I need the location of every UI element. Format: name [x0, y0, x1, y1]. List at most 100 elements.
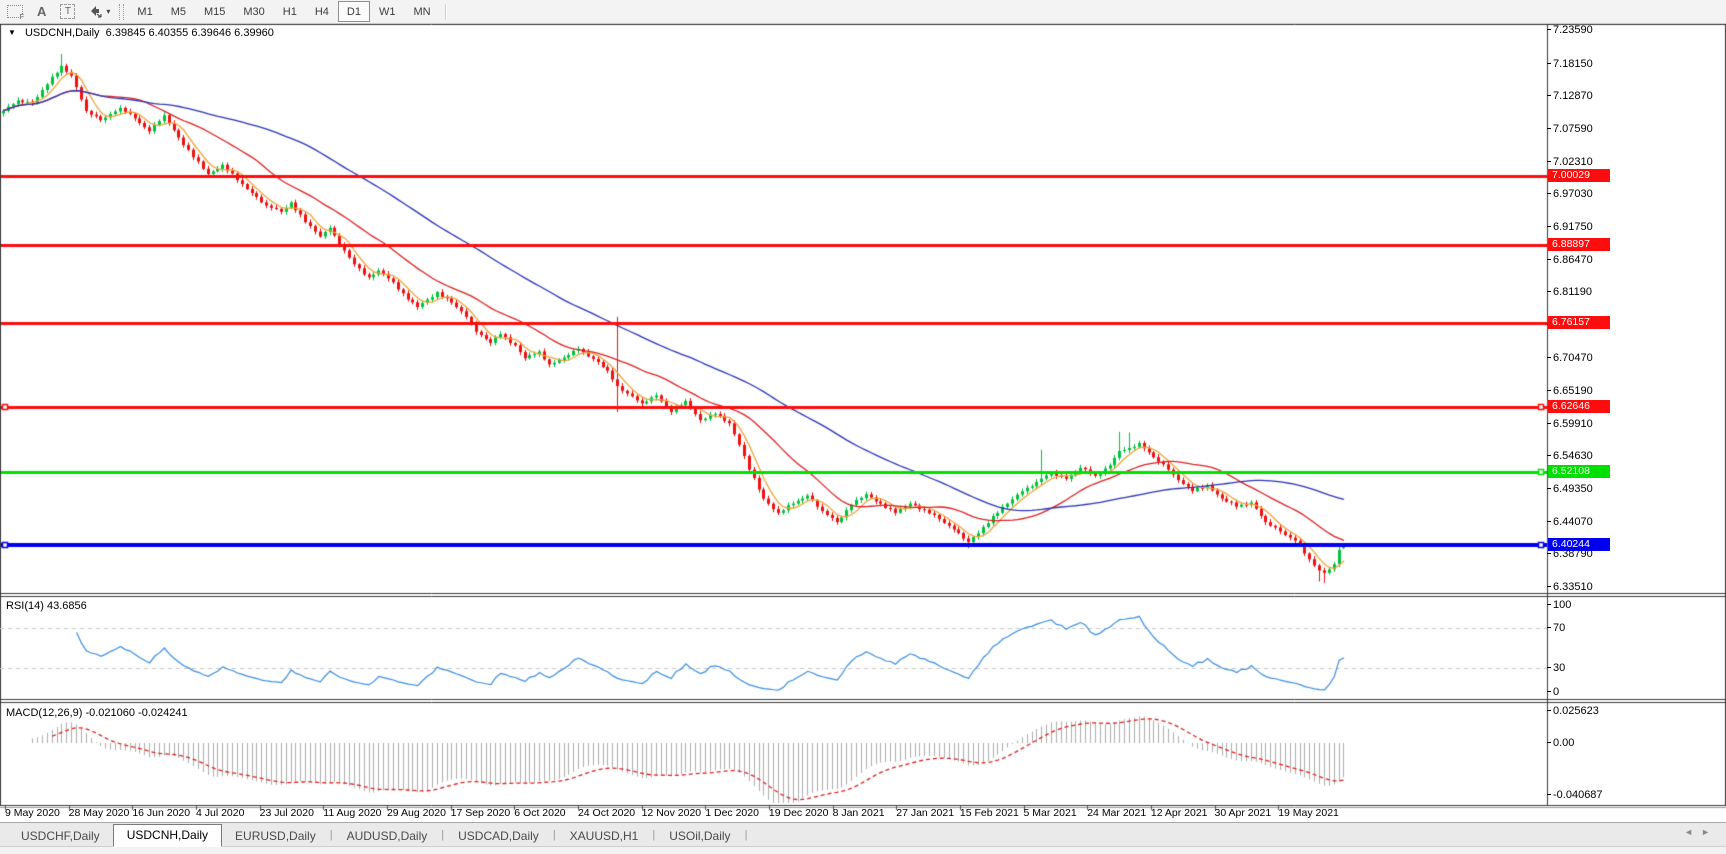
tab-usdcnh-daily[interactable]: USDCNH,Daily [112, 824, 223, 847]
tab-separator: | [744, 828, 748, 841]
price-axis-tick: 6.81190 [1547, 286, 1592, 298]
price-axis-tick: 7.12870 [1547, 90, 1593, 102]
date-axis-label: 16 Jun 2020 [132, 807, 191, 819]
hline-price-tag: 6.40244 [1548, 538, 1610, 552]
date-axis-label: 19 May 2021 [1278, 807, 1339, 819]
tick-mark [1547, 193, 1551, 195]
tick-mark [1547, 357, 1551, 359]
tick-mark [1547, 225, 1551, 227]
timeframe-button-m5[interactable]: M5 [170, 5, 186, 18]
price-axis-tick: 6.70470 [1547, 352, 1593, 364]
ohlc-low: 6.39646 [191, 27, 232, 39]
timeframe-button-m1[interactable]: M1 [137, 5, 153, 18]
chart-title: ▼ USDCNH,Daily 6.39845 6.40355 6.39646 6… [8, 27, 274, 39]
date-axis-label: 1 Dec 2020 [705, 807, 759, 819]
date-axis-label: 27 Jan 2021 [896, 807, 955, 819]
macd-axis-tick: -0.040687 [1547, 789, 1603, 801]
tick-mark [1547, 28, 1551, 30]
text-box-icon[interactable]: T [53, 1, 82, 22]
timeframe-button-h1[interactable]: H1 [282, 5, 297, 18]
tab-scroll-right-icon[interactable]: ► [1701, 827, 1718, 837]
tick-mark [1547, 710, 1551, 711]
tab-scroll-left-icon[interactable]: ◄ [1684, 827, 1702, 837]
date-axis-label: 28 May 2020 [68, 807, 130, 819]
macd-axis-tick: 0.025623 [1547, 705, 1599, 717]
price-axis-tick: 6.59910 [1547, 418, 1593, 430]
tick-mark [1547, 127, 1551, 129]
price-axis-tick: 7.23590 [1547, 24, 1593, 36]
tick-mark [1547, 291, 1551, 293]
grid-f-icon[interactable]: F [0, 1, 30, 22]
rsi-axis-tick: 0 [1547, 686, 1559, 698]
tick-mark [1547, 258, 1551, 260]
ohlc-close: 6.39960 [234, 27, 274, 39]
arrow-tools-icon[interactable]: ▾ [82, 1, 117, 22]
tick-mark [1547, 586, 1551, 587]
macd-indicator-label: MACD(12,26,9) -0.021060 -0.024241 [6, 707, 188, 719]
date-axis-label: 6 Oct 2020 [514, 807, 566, 819]
timeframe-button-h4[interactable]: H4 [314, 5, 329, 18]
date-axis-label: 19 Dec 2020 [768, 807, 829, 819]
text-label-icon[interactable]: A [37, 4, 47, 19]
timeframe-button-m30[interactable]: M30 [243, 5, 265, 18]
price-axis-tick: 6.44070 [1547, 516, 1593, 528]
toolbar-grip [119, 3, 125, 20]
chart-tabs: USDCHF,Daily USDCNH,Daily EURUSD,Daily | AUD… [8, 823, 748, 847]
tick-mark [1547, 160, 1551, 162]
macd-axis-tick: 0.00 [1547, 737, 1574, 749]
timeframe-buttons: M1 M5 M15 M30 H1 H4 D1 W1 MN [128, 1, 439, 22]
date-axis-label: 24 Oct 2020 [577, 807, 636, 819]
hline-price-tag: 6.76157 [1548, 316, 1610, 330]
date-axis-label: 12 Nov 2020 [641, 807, 702, 819]
hline-price-tag: 7.00029 [1548, 168, 1610, 182]
price-axis-tick: 7.02310 [1547, 156, 1593, 168]
tick-mark [1547, 455, 1551, 457]
price-axis-tick: 6.49350 [1547, 483, 1593, 495]
price-axis-tick: 6.97030 [1547, 188, 1593, 200]
tab-separator: | [329, 828, 333, 841]
timeframe-button-d1[interactable]: D1 [337, 1, 370, 22]
date-axis-label: 29 Aug 2020 [386, 807, 446, 819]
ohlc-open: 6.39845 [105, 27, 146, 39]
tick-mark [1547, 604, 1551, 605]
tab-usdchf-daily[interactable]: USDCHF,Daily [21, 829, 100, 843]
price-axis-tick: 7.18150 [1547, 58, 1593, 70]
tick-mark [1547, 667, 1551, 668]
tab-usdcad-daily[interactable]: USDCAD,Daily [458, 829, 539, 843]
status-bar [0, 846, 1726, 854]
chevron-down-icon: ▾ [106, 7, 111, 16]
hline-price-tag: 6.52108 [1548, 465, 1610, 478]
date-axis-label: 15 Feb 2021 [959, 807, 1019, 819]
date-axis-label: 17 Sep 2020 [450, 807, 511, 819]
price-axis-tick: 6.65190 [1547, 385, 1593, 397]
date-axis-label: 11 Aug 2020 [323, 807, 382, 819]
tab-audusd-daily[interactable]: AUDUSD,Daily [346, 829, 428, 843]
price-axis-tick: 6.91750 [1547, 221, 1593, 233]
ohlc-high: 6.40355 [148, 27, 189, 39]
chart-canvas[interactable] [0, 24, 1726, 821]
rsi-axis-tick: 30 [1547, 662, 1565, 674]
timeframe-button-mn[interactable]: MN [413, 5, 431, 18]
diagonal-arrows-icon [91, 6, 102, 18]
tab-scroll-arrows[interactable]: ◄► [1684, 827, 1718, 837]
tab-usoil-daily[interactable]: USOil,Daily [669, 829, 731, 843]
tick-mark [1547, 520, 1551, 522]
tick-mark [1547, 422, 1551, 424]
tick-mark [1547, 691, 1551, 692]
timeframe-button-m15[interactable]: M15 [203, 5, 226, 18]
toolbar-separator [444, 3, 447, 20]
date-axis-label: 24 Mar 2021 [1087, 807, 1147, 819]
tab-xauusd-h1[interactable]: XAUUSD,H1 [569, 829, 639, 843]
chart-tab-bar: USDCHF,Daily USDCNH,Daily EURUSD,Daily | AUD… [0, 822, 1726, 847]
tab-eurusd-daily[interactable]: EURUSD,Daily [235, 829, 316, 843]
price-axis-tick: 6.54630 [1547, 450, 1593, 462]
price-axis-tick: 6.33510 [1547, 581, 1593, 593]
collapse-triangle-icon[interactable]: ▼ [8, 28, 16, 37]
tick-mark [1547, 794, 1551, 796]
tick-mark [1547, 62, 1551, 64]
tab-separator: | [652, 828, 656, 841]
timeframe-button-w1[interactable]: W1 [378, 5, 396, 18]
date-axis-label: 23 Jul 2020 [259, 807, 314, 819]
date-axis-label: 12 Apr 2021 [1150, 807, 1208, 819]
tick-mark [1547, 553, 1551, 555]
